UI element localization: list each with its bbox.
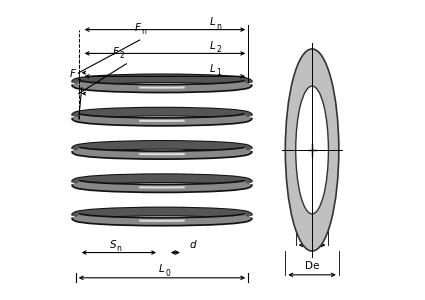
Text: 1: 1 (76, 73, 82, 82)
Text: 2: 2 (119, 51, 124, 60)
Text: L: L (159, 264, 165, 274)
Text: F: F (70, 69, 76, 79)
Text: n: n (142, 27, 147, 36)
Text: 1: 1 (216, 68, 221, 77)
Text: F: F (135, 23, 141, 33)
Text: 0: 0 (165, 269, 170, 278)
Text: d: d (190, 240, 196, 250)
Text: n: n (116, 244, 121, 253)
Text: S: S (110, 240, 116, 250)
Text: L: L (210, 64, 215, 74)
Text: De: De (305, 261, 319, 271)
Text: F: F (113, 47, 119, 57)
Text: n: n (216, 22, 221, 31)
Text: L: L (210, 17, 215, 27)
Text: Di: Di (306, 231, 317, 241)
Ellipse shape (285, 49, 339, 251)
Text: 2: 2 (216, 45, 221, 54)
Text: L: L (210, 41, 215, 51)
Ellipse shape (296, 86, 329, 214)
